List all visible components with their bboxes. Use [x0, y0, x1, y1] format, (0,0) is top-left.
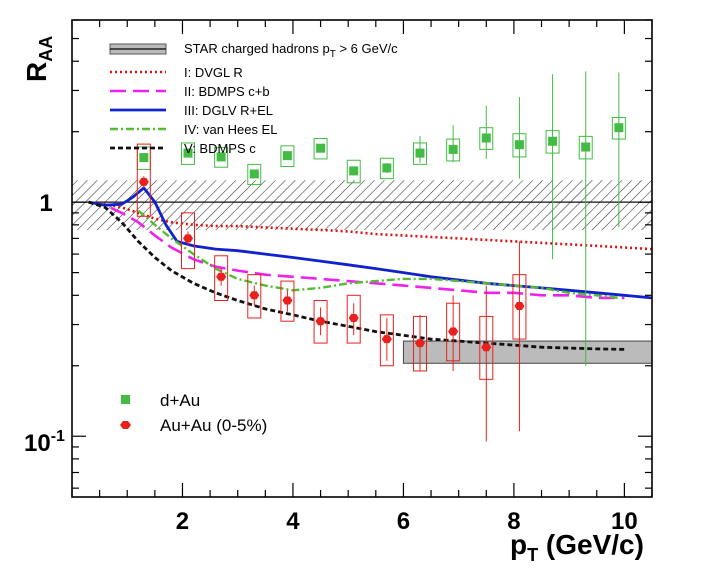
dau-sys-box — [446, 138, 461, 162]
auau-point — [282, 296, 293, 305]
legend-curve-1-label: I: DVGL R — [184, 65, 243, 80]
auau-point — [415, 339, 425, 348]
x-tick-labels: 2 4 6 8 10 — [176, 508, 638, 535]
legend-curves: STAR charged hadrons pT > 6 GeV/c I: DVG… — [109, 41, 398, 156]
axis-ticks — [71, 19, 653, 497]
svg-text:RAA: RAA — [21, 36, 56, 82]
x-tick-label: 10 — [611, 508, 638, 535]
y-axis-title: RAA — [21, 36, 56, 82]
x-tick-label: 6 — [397, 508, 410, 535]
curve-1 — [88, 200, 652, 251]
auau-point — [348, 313, 359, 322]
dau-sys-box — [313, 138, 328, 160]
dau-point — [614, 123, 624, 133]
dau-point — [216, 152, 226, 162]
dau-point — [282, 151, 292, 161]
dau-sys-box — [611, 116, 626, 140]
dau-point — [415, 148, 425, 158]
dau-sys-box — [214, 147, 229, 168]
dau-point — [249, 169, 259, 179]
plot-frame — [71, 19, 653, 498]
auau-sys-box — [136, 143, 151, 217]
auau-sys-box — [280, 280, 295, 322]
x-axis-title: pT (GeV/c) — [510, 529, 644, 565]
auau-sys-box — [512, 274, 527, 340]
auau-sys-box — [479, 315, 494, 380]
dau-point — [481, 133, 491, 143]
legend-curve-4-label: IV: van Hees EL — [184, 122, 277, 137]
points-layer — [136, 71, 626, 442]
auau-point — [448, 327, 459, 336]
legend-auau-marker — [120, 421, 131, 429]
dau-point — [514, 140, 524, 150]
auau-sys-box — [214, 255, 229, 302]
dau-sys-box — [346, 159, 361, 184]
x-tick-label: 4 — [286, 508, 300, 535]
dau-sys-box — [479, 127, 494, 150]
y-tick-label-0p1: 10-1 — [24, 428, 65, 457]
dau-point — [448, 144, 458, 154]
dau-sys-box — [280, 145, 295, 168]
legend-markers: d+Au Au+Au (0-5%) — [120, 391, 267, 435]
dau-point — [548, 136, 558, 146]
legend-dau-marker — [121, 395, 130, 404]
auau-point — [381, 335, 392, 344]
x-tick-label: 8 — [507, 508, 520, 535]
dau-sys-box — [181, 142, 195, 165]
curve-4 — [137, 209, 620, 300]
auau-point — [183, 234, 193, 243]
auau-point — [216, 272, 227, 281]
auau-sys-box — [181, 212, 195, 270]
legend-curve-2-label: II: BDMPS c+b — [184, 84, 270, 99]
legend-star-band-label: STAR charged hadrons pT > 6 GeV/c — [184, 41, 398, 60]
auau-sys-box — [346, 294, 361, 344]
auau-sys-box — [413, 315, 427, 372]
dau-sys-box — [545, 130, 560, 154]
bands-layer — [72, 180, 652, 364]
dau-sys-box — [578, 135, 593, 160]
auau-point — [514, 302, 525, 311]
auau-sys-box — [247, 274, 262, 319]
legend-curve-5-label: V: BDMPS c — [184, 141, 256, 156]
dau-point — [139, 153, 149, 163]
legend-auau-label: Au+Au (0-5%) — [160, 416, 267, 435]
dau-point — [183, 148, 193, 158]
dau-point — [349, 166, 359, 176]
auau-point — [249, 291, 260, 300]
dau-sys-box — [247, 163, 262, 185]
legend-curve-3-label: III: DGLV R+EL — [184, 103, 273, 118]
y-tick-label-1: 1 — [39, 190, 52, 217]
reference-hatched-band — [72, 180, 652, 231]
auau-sys-box — [313, 300, 328, 344]
x-tick-label: 2 — [176, 508, 189, 535]
star-hadron-band — [402, 340, 652, 364]
auau-sys-box — [379, 314, 394, 367]
auau-point — [481, 343, 492, 352]
dau-sys-box — [512, 133, 527, 158]
dau-sys-box — [379, 157, 394, 180]
dau-point — [316, 143, 326, 153]
auau-point — [138, 177, 149, 186]
legend-dau-label: d+Au — [160, 391, 200, 410]
auau-point — [315, 317, 326, 326]
dau-point — [382, 163, 392, 173]
dau-point — [581, 142, 591, 152]
dau-sys-box — [413, 142, 427, 165]
auau-sys-box — [446, 302, 461, 362]
